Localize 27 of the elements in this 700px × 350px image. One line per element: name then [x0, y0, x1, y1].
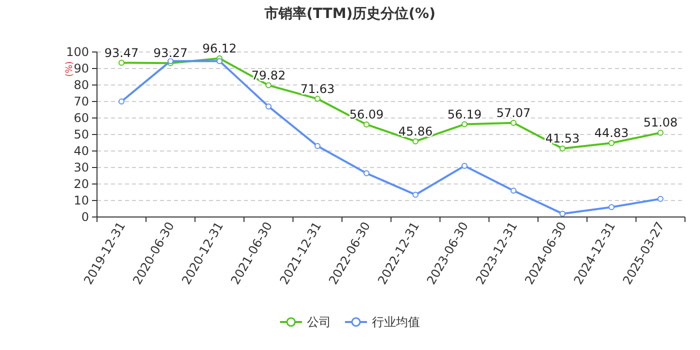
- y-tick-label: 0: [81, 210, 89, 224]
- data-label: 93.27: [153, 46, 188, 60]
- y-tick-label: 60: [74, 111, 89, 125]
- y-tick-label: 50: [74, 128, 89, 142]
- data-label: 96.12: [202, 41, 237, 56]
- y-axis-title: (%): [65, 61, 75, 77]
- y-tick-label: 100: [66, 45, 89, 59]
- data-label: 57.07: [496, 106, 531, 120]
- y-tick-label: 30: [74, 160, 89, 174]
- legend-label: 公司: [307, 315, 331, 329]
- data-label: 93.47: [104, 46, 139, 60]
- data-label: 44.83: [594, 126, 629, 140]
- y-tick-label: 70: [74, 94, 89, 108]
- data-label: 41.53: [545, 131, 580, 146]
- data-label: 56.19: [447, 107, 482, 122]
- y-tick-label: 40: [74, 144, 89, 158]
- legend-label: 行业均值: [372, 315, 420, 329]
- chart-title: 市销率(TTM)历史分位(%): [264, 5, 436, 22]
- data-label: 45.86: [398, 124, 433, 138]
- y-tick-label: 90: [74, 62, 89, 76]
- data-label: 56.09: [349, 107, 384, 122]
- data-label: 79.82: [251, 68, 286, 82]
- data-label: 71.63: [300, 82, 335, 96]
- y-tick-label: 20: [74, 177, 89, 191]
- y-tick-label: 10: [74, 194, 89, 208]
- y-tick-label: 80: [74, 78, 89, 92]
- data-label: 51.08: [643, 116, 678, 130]
